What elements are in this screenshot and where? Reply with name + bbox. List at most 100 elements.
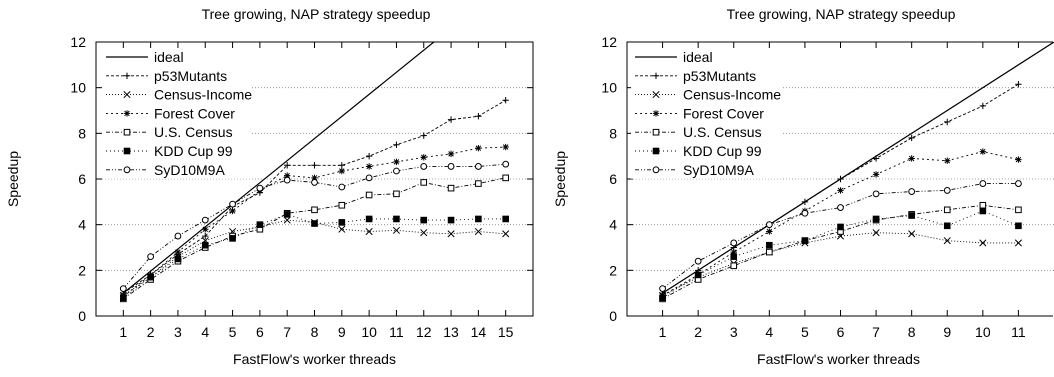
data-point bbox=[365, 174, 373, 182]
legend-marker bbox=[652, 72, 660, 79]
data-point bbox=[943, 206, 951, 214]
data-point bbox=[475, 215, 482, 223]
data-point bbox=[229, 235, 236, 242]
data-point bbox=[447, 216, 455, 224]
x-tick-label: 2 bbox=[147, 324, 155, 340]
x-tick-label: 9 bbox=[338, 324, 346, 340]
data-point bbox=[766, 248, 773, 256]
x-tick-label: 10 bbox=[975, 324, 991, 340]
data-point bbox=[1015, 156, 1022, 163]
x-tick-label: 10 bbox=[361, 324, 377, 340]
x-axis-label: FastFlow's worker threads bbox=[757, 351, 920, 367]
data-point bbox=[256, 184, 264, 192]
y-tick-label: 12 bbox=[601, 34, 617, 50]
data-point bbox=[365, 227, 373, 236]
data-point bbox=[420, 216, 428, 224]
y-tick-label: 4 bbox=[78, 217, 86, 233]
data-point bbox=[447, 116, 455, 123]
series-kdd-cup-99 bbox=[659, 207, 1022, 302]
y-tick-label: 10 bbox=[601, 80, 617, 96]
data-point bbox=[1015, 81, 1022, 88]
x-tick-label: 8 bbox=[908, 324, 916, 340]
data-point bbox=[202, 232, 209, 240]
legend-label: U.S. Census bbox=[154, 124, 233, 140]
legend-label: p53Mutants bbox=[683, 68, 756, 84]
data-point bbox=[365, 152, 373, 160]
data-point bbox=[1015, 180, 1022, 187]
data-point bbox=[872, 190, 880, 198]
data-point bbox=[311, 179, 318, 186]
data-point bbox=[1015, 222, 1022, 230]
x-tick-label: 13 bbox=[443, 324, 459, 340]
data-point bbox=[659, 285, 666, 293]
x-tick-label: 2 bbox=[694, 324, 702, 340]
data-point bbox=[393, 190, 400, 198]
chart-title: Tree growing, NAP strategy speedup bbox=[202, 6, 431, 22]
data-point bbox=[801, 237, 809, 244]
data-point bbox=[174, 255, 182, 263]
data-point bbox=[730, 253, 738, 260]
x-tick-label: 11 bbox=[389, 324, 404, 340]
x-tick-label: 3 bbox=[174, 324, 182, 340]
data-point bbox=[392, 226, 400, 234]
data-point bbox=[979, 102, 987, 110]
series-line bbox=[662, 204, 1019, 300]
data-point bbox=[872, 215, 880, 223]
data-point bbox=[338, 219, 346, 226]
data-point bbox=[872, 229, 880, 237]
data-point bbox=[908, 134, 915, 142]
data-point bbox=[1014, 239, 1022, 247]
data-point bbox=[393, 215, 400, 223]
x-tick-label: 5 bbox=[801, 324, 809, 340]
data-point bbox=[311, 206, 318, 214]
legend-label: KDD Cup 99 bbox=[154, 143, 233, 159]
data-point bbox=[502, 230, 510, 238]
data-point bbox=[766, 241, 773, 249]
series-census-income bbox=[659, 229, 1022, 300]
series-kdd-cup-99 bbox=[120, 211, 509, 302]
data-point bbox=[502, 215, 509, 223]
x-tick-label: 5 bbox=[229, 324, 237, 340]
data-point bbox=[311, 220, 318, 227]
series-line bbox=[662, 210, 1019, 299]
data-point bbox=[475, 180, 482, 187]
data-point bbox=[475, 113, 482, 120]
series-syd10m9a bbox=[119, 160, 510, 293]
data-point bbox=[765, 221, 773, 229]
legend-label: Forest Cover bbox=[683, 105, 764, 121]
y-tick-label: 12 bbox=[70, 34, 86, 50]
data-point bbox=[979, 239, 987, 247]
legend-marker bbox=[123, 91, 131, 99]
legend-marker bbox=[652, 110, 660, 117]
legend-label: SyD10M9A bbox=[683, 162, 754, 178]
legend-marker bbox=[123, 72, 131, 79]
left-chart: Tree growing, NAP strategy speedup 0 2 4 6 8 1… bbox=[5, 6, 534, 367]
y-tick-label: 6 bbox=[78, 171, 86, 187]
data-point bbox=[365, 215, 373, 223]
y-tick-label: 8 bbox=[78, 125, 86, 141]
data-point bbox=[801, 209, 809, 217]
y-tick-label: 4 bbox=[609, 217, 617, 233]
data-point bbox=[474, 227, 482, 236]
data-point bbox=[147, 273, 154, 281]
chart-title: Tree growing, NAP strategy speedup bbox=[727, 6, 956, 22]
y-axis-label: Speedup bbox=[552, 151, 568, 207]
legend-bg bbox=[631, 85, 781, 104]
legend-bg bbox=[631, 104, 781, 123]
data-point bbox=[147, 253, 155, 261]
data-point bbox=[393, 158, 400, 166]
data-point bbox=[447, 184, 455, 192]
x-tick-label: 3 bbox=[730, 324, 738, 340]
data-point bbox=[730, 262, 738, 270]
data-point bbox=[120, 294, 127, 302]
legend-bg bbox=[102, 66, 252, 85]
legend-bg bbox=[102, 85, 252, 104]
data-point bbox=[1015, 206, 1022, 214]
x-tick-label: 4 bbox=[765, 324, 773, 340]
data-point bbox=[393, 167, 400, 175]
data-point bbox=[174, 232, 182, 240]
legend-label: Census-Income bbox=[154, 87, 252, 103]
data-point bbox=[502, 97, 509, 104]
data-point bbox=[730, 248, 737, 256]
legend-bg bbox=[102, 142, 252, 160]
